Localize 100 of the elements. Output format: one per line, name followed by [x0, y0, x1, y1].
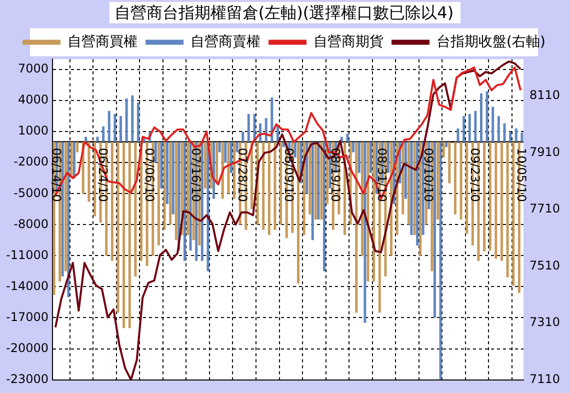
bar: [413, 142, 416, 236]
bar: [125, 98, 128, 142]
x-tick-label: 07/28/10: [235, 148, 250, 202]
y-tick-label: 7000: [18, 62, 49, 76]
bar: [227, 142, 230, 194]
bar: [364, 142, 366, 323]
legend-label: 台指期收盤(右軸): [436, 34, 546, 50]
y2-tick-label: 8110: [529, 88, 560, 102]
bar: [483, 142, 486, 252]
bar: [480, 93, 482, 142]
bar: [204, 142, 206, 188]
bar: [116, 142, 120, 313]
legend-label: 自營商買權: [68, 34, 138, 50]
bar: [212, 142, 216, 199]
bar: [221, 142, 224, 199]
bar: [206, 142, 210, 272]
bar: [110, 142, 114, 261]
bar: [166, 142, 169, 204]
bar: [410, 142, 413, 236]
y-tick-label: -20000: [6, 340, 49, 355]
bar: [492, 106, 494, 142]
bar: [520, 132, 524, 142]
bar: [274, 142, 276, 230]
bar: [296, 142, 300, 284]
bar: [433, 142, 436, 318]
bar: [352, 142, 355, 152]
bar: [102, 126, 105, 142]
bar: [67, 142, 70, 298]
bar: [134, 142, 137, 276]
bar: [494, 142, 498, 259]
bar: [445, 142, 448, 148]
y-tick-label: -2000: [14, 154, 49, 169]
bar: [262, 142, 265, 230]
y-tick-label: -23000: [6, 372, 49, 386]
bar: [462, 116, 466, 142]
x-tick-label: 06/14/10: [49, 148, 64, 202]
bar: [236, 142, 238, 152]
x-tick-label: 07/06/10: [142, 148, 156, 202]
bar: [468, 114, 471, 142]
bar: [128, 142, 131, 328]
y2-tick-label: 7910: [529, 144, 560, 159]
y-tick-label: -11000: [6, 248, 49, 262]
bar: [314, 142, 317, 220]
bar: [276, 126, 279, 142]
bar: [224, 142, 227, 163]
bar: [294, 142, 296, 158]
bar: [189, 142, 192, 251]
x-tick-label: 08/09/10: [282, 148, 296, 202]
bar: [216, 142, 218, 184]
y-tick-label: -5000: [14, 186, 49, 200]
bar: [308, 142, 312, 214]
bar: [306, 142, 308, 194]
x-tick-label: 10/05/10: [514, 148, 528, 202]
bar: [509, 132, 512, 142]
legend-label: 自營商期貨: [314, 34, 384, 50]
y-tick-label: -14000: [6, 278, 49, 293]
bar: [497, 116, 500, 142]
bar: [456, 128, 460, 142]
bar: [88, 142, 90, 202]
bar: [355, 142, 358, 313]
bar: [486, 91, 488, 142]
y-tick-label: -17000: [6, 310, 49, 324]
bar: [416, 142, 419, 246]
bar: [370, 142, 372, 173]
bar: [76, 142, 79, 152]
chart-title: 自營商台指期權留倉(左軸)(選擇權口數已除以4): [114, 2, 454, 22]
bar: [474, 110, 477, 142]
bar: [500, 142, 503, 261]
bar: [360, 142, 364, 256]
bar: [317, 142, 320, 220]
bar: [230, 142, 232, 173]
bar: [386, 142, 390, 173]
bar: [302, 142, 306, 236]
bar: [160, 142, 163, 188]
bar: [512, 142, 515, 286]
bar: [174, 142, 178, 240]
legend-label: 自營商賣權: [190, 34, 261, 50]
bar: [218, 142, 221, 152]
bar: [264, 118, 268, 142]
bar: [419, 142, 422, 256]
bar: [436, 142, 440, 220]
bar: [503, 123, 506, 142]
bar: [270, 97, 274, 142]
bar: [154, 142, 157, 163]
x-tick-label: 09/10/10: [421, 148, 436, 202]
bar: [120, 116, 122, 142]
bar: [183, 142, 186, 261]
bar: [140, 142, 142, 261]
y2-tick-label: 7110: [529, 372, 560, 386]
bar: [311, 142, 314, 240]
bar: [454, 142, 456, 214]
bar: [280, 142, 282, 225]
bar: [96, 136, 99, 142]
x-tick-label: 08/31/10: [374, 148, 389, 202]
bar: [61, 142, 64, 276]
bar: [466, 142, 468, 234]
bar: [407, 142, 410, 225]
bar: [70, 142, 73, 178]
bar: [93, 142, 96, 216]
y-tick-label: 4000: [18, 92, 49, 107]
